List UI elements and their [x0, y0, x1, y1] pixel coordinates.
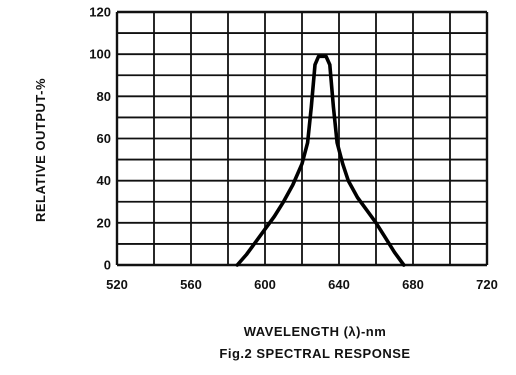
chart-series — [235, 54, 406, 267]
x-tick-label: 720 — [476, 277, 498, 292]
chart-title: Fig.2 SPECTRAL RESPONSE — [219, 346, 410, 361]
y-tick-label: 60 — [97, 131, 111, 146]
x-axis-label: WAVELENGTH (λ)-nm — [244, 324, 387, 339]
x-tick-label: 640 — [328, 277, 350, 292]
x-tick-labels: 520 560 600 640 680 720 — [106, 277, 498, 292]
y-axis-label: RELATIVE OUTPUT-% — [33, 78, 48, 222]
y-tick-label: 80 — [97, 89, 111, 104]
y-tick-labels: 0 20 40 60 80 100 120 — [89, 5, 111, 273]
y-tick-label: 100 — [89, 47, 111, 62]
y-tick-label: 40 — [97, 173, 111, 188]
y-tick-label: 20 — [97, 215, 111, 230]
x-tick-label: 520 — [106, 277, 128, 292]
chart-grid — [115, 10, 489, 267]
y-tick-label: 0 — [104, 258, 111, 273]
y-tick-label: 120 — [89, 5, 111, 20]
spectral-response-curve — [235, 54, 406, 267]
x-tick-label: 560 — [180, 277, 202, 292]
x-tick-label: 680 — [402, 277, 424, 292]
x-tick-label: 600 — [254, 277, 276, 292]
